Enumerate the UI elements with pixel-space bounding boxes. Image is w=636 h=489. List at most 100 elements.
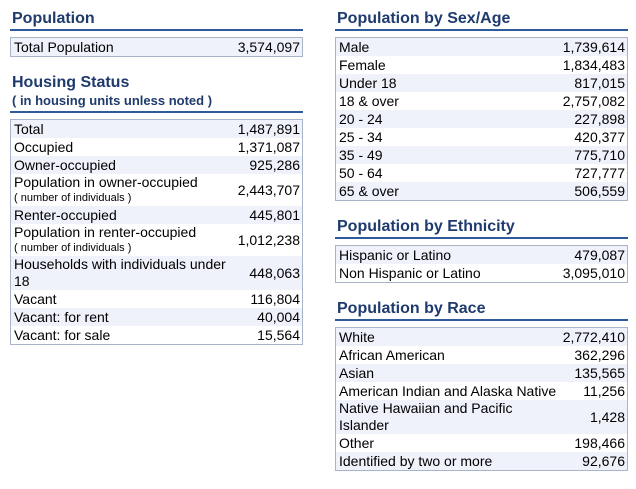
row-value: 92,676 — [559, 452, 628, 471]
row-value: 362,296 — [559, 346, 628, 364]
table-row: 65 & over 506,559 — [335, 182, 628, 201]
row-label-cell: Vacant: for sale — [10, 326, 235, 345]
row-label-cell: Female — [335, 56, 479, 74]
row-value: 3,574,097 — [188, 37, 303, 57]
housing-section: Housing Status ( in housing units unless… — [10, 73, 303, 345]
row-label: Vacant — [14, 290, 57, 307]
row-value: 817,015 — [478, 74, 628, 92]
row-label-cell: 20 - 24 — [335, 110, 479, 128]
row-label-cell: 35 - 49 — [335, 146, 479, 164]
population-title: Population — [10, 9, 303, 31]
row-label-cell: Under 18 — [335, 74, 479, 92]
row-value: 1,739,614 — [478, 37, 628, 56]
row-value: 227,898 — [478, 110, 628, 128]
row-label: 18 & over — [339, 92, 399, 109]
row-value: 1,371,087 — [234, 138, 303, 156]
housing-divider — [10, 109, 303, 113]
row-label-cell: American Indian and Alaska Native — [335, 382, 560, 400]
row-label: Hispanic or Latino — [339, 246, 452, 263]
row-label-cell: Non Hispanic or Latino — [335, 264, 536, 283]
row-label: Vacant: for sale — [14, 326, 111, 343]
table-row: Under 18 817,015 — [335, 74, 628, 92]
table-row: Occupied 1,371,087 — [10, 138, 303, 156]
row-label: Under 18 — [339, 74, 397, 91]
table-row: White 2,772,410 — [335, 327, 628, 346]
table-row: 50 - 64 727,777 — [335, 164, 628, 182]
row-label: African American — [339, 346, 445, 363]
table-row: Male 1,739,614 — [335, 37, 628, 56]
sex-age-section: Population by Sex/Age Male 1,739,614 Femal… — [335, 9, 628, 201]
row-label: American Indian and Alaska Native — [339, 382, 557, 399]
race-title: Population by Race — [335, 299, 628, 321]
row-label: 35 - 49 — [339, 146, 383, 163]
row-label: Non Hispanic or Latino — [339, 264, 481, 281]
table-row: Population in owner-occupied ( number of … — [10, 174, 303, 206]
row-value: 506,559 — [478, 182, 628, 201]
row-label-cell: Total Population — [10, 37, 189, 57]
table-row: 25 - 34 420,377 — [335, 128, 628, 146]
row-label: 65 & over — [339, 182, 399, 199]
row-label: Total — [14, 120, 44, 137]
row-label: White — [339, 328, 375, 345]
row-label-cell: Households with individuals under 18 — [10, 256, 235, 290]
row-value: 727,777 — [478, 164, 628, 182]
table-row: Non Hispanic or Latino 3,095,010 — [335, 264, 628, 283]
row-label: Asian — [339, 364, 375, 381]
row-label-cell: Population in renter-occupied ( number of… — [10, 224, 235, 256]
table-row: African American 362,296 — [335, 346, 628, 364]
row-value: 15,564 — [234, 326, 303, 345]
row-label: Total Population — [14, 38, 114, 55]
table-row: 18 & over 2,757,082 — [335, 92, 628, 110]
row-label-cell: 18 & over — [335, 92, 479, 110]
row-label: Vacant: for rent — [14, 308, 109, 325]
table-row: 35 - 49 775,710 — [335, 146, 628, 164]
row-value: 40,004 — [234, 308, 303, 326]
row-label-cell: African American — [335, 346, 560, 364]
row-value: 1,012,238 — [234, 224, 303, 256]
table-row: Total Population 3,574,097 — [10, 37, 303, 57]
population-table: Total Population 3,574,097 — [10, 37, 303, 57]
row-value: 2,443,707 — [234, 174, 303, 206]
sex-age-title: Population by Sex/Age — [335, 9, 628, 31]
row-value: 116,804 — [234, 290, 303, 308]
table-row: Vacant: for sale 15,564 — [10, 326, 303, 345]
row-label-cell: Native Hawaiian and Pacific Islander — [335, 400, 560, 434]
sex-age-table: Male 1,739,614 Female 1,834,483 Under 18 817,… — [335, 37, 628, 201]
row-label: Native Hawaiian and Pacific Islander — [339, 400, 513, 433]
table-row: Population in renter-occupied ( number of… — [10, 224, 303, 256]
race-table: White 2,772,410 African American 362,296 Asi… — [335, 327, 628, 471]
table-row: Hispanic or Latino 479,087 — [335, 245, 628, 264]
table-row: 20 - 24 227,898 — [335, 110, 628, 128]
housing-title: Housing Status — [12, 74, 130, 91]
housing-table: Total 1,487,891 Occupied 1,371,087 Owner-occ… — [10, 119, 303, 345]
row-label: Identified by two or more — [339, 452, 493, 469]
row-label: Households with individuals under 18 — [14, 256, 226, 289]
table-row: Vacant 116,804 — [10, 290, 303, 308]
row-label-cell: Vacant: for rent — [10, 308, 235, 326]
row-label-cell: Other — [335, 434, 560, 452]
row-label-cell: Population in owner-occupied ( number of … — [10, 174, 235, 206]
table-row: Households with individuals under 18 448,… — [10, 256, 303, 290]
row-label-cell: Vacant — [10, 290, 235, 308]
row-label-cell: Asian — [335, 364, 560, 382]
table-row: Identified by two or more 92,676 — [335, 452, 628, 471]
row-label: 20 - 24 — [339, 110, 383, 127]
table-row: Asian 135,565 — [335, 364, 628, 382]
race-section: Population by Race White 2,772,410 African… — [335, 299, 628, 471]
table-row: Total 1,487,891 — [10, 119, 303, 138]
row-value: 198,466 — [559, 434, 628, 452]
row-label: Other — [339, 434, 375, 451]
row-value: 1,428 — [559, 400, 628, 434]
row-label: Population in renter-occupied — [14, 224, 197, 240]
row-label: Male — [339, 38, 370, 55]
row-label-cell: White — [335, 327, 560, 346]
row-label: Owner-occupied — [14, 156, 116, 173]
row-value: 445,801 — [234, 206, 303, 224]
table-row: Native Hawaiian and Pacific Islander 1,42… — [335, 400, 628, 434]
row-label-cell: Occupied — [10, 138, 235, 156]
row-label-cell: 65 & over — [335, 182, 479, 201]
row-label: Renter-occupied — [14, 206, 117, 223]
row-label: Female — [339, 56, 386, 73]
table-row: Owner-occupied 925,286 — [10, 156, 303, 174]
ethnicity-section: Population by Ethnicity Hispanic or Lati… — [335, 217, 628, 283]
